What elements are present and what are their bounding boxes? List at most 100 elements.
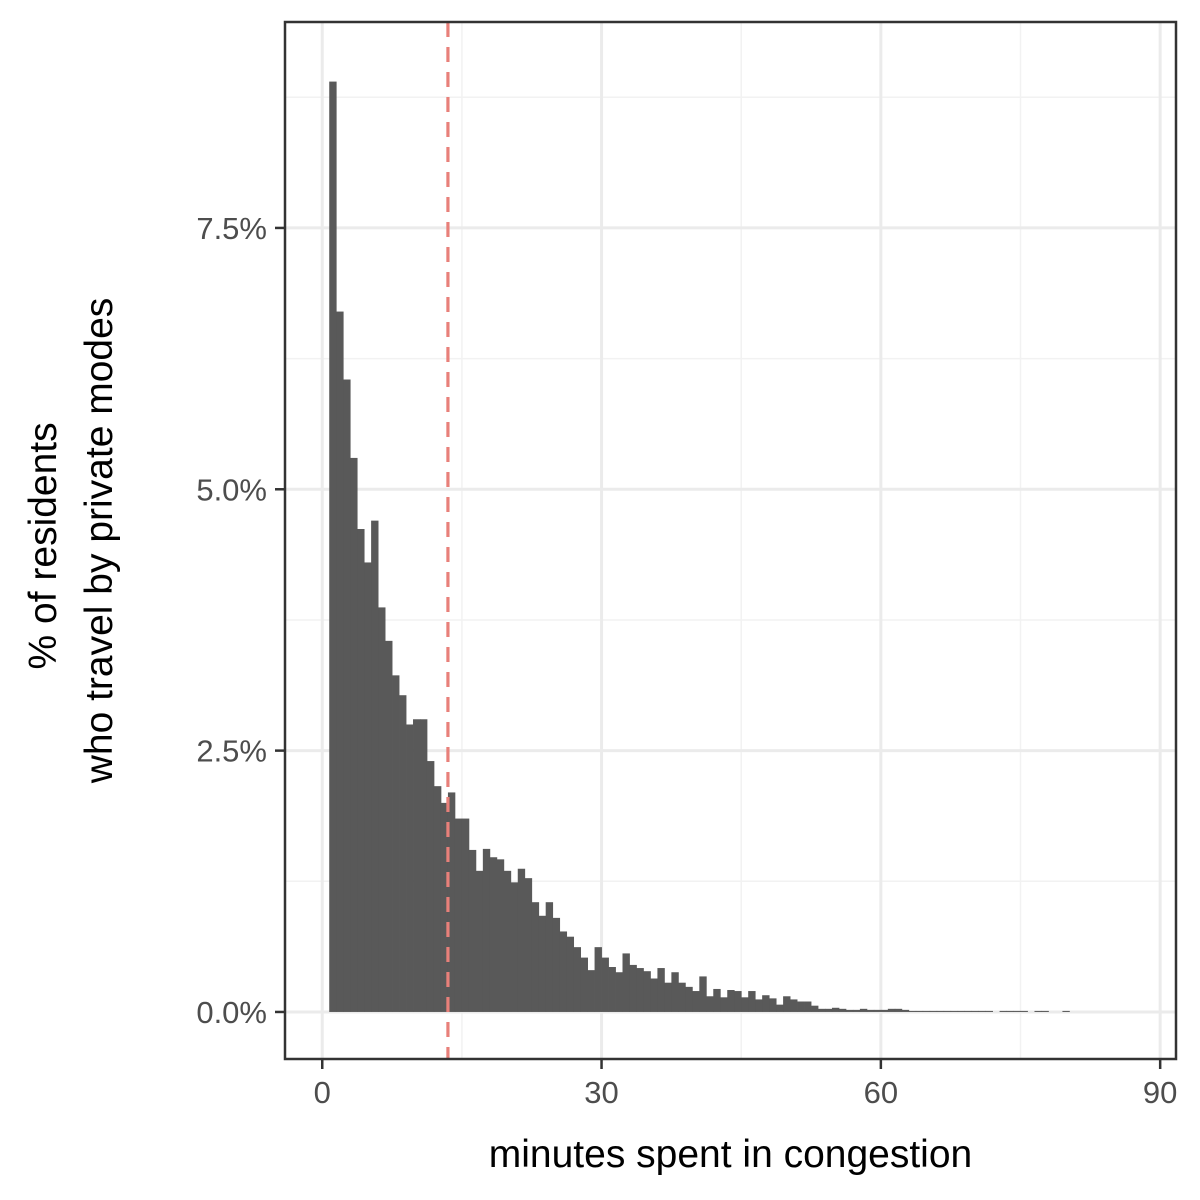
y-tick-label: 5.0% xyxy=(196,472,267,507)
histogram-bar xyxy=(622,953,630,1012)
histogram-bar xyxy=(831,1007,840,1012)
y-tick-label: 7.5% xyxy=(196,211,267,246)
histogram-bar xyxy=(734,991,742,1012)
histogram-bar xyxy=(678,982,686,1012)
histogram-bar xyxy=(510,882,519,1012)
histogram-bar xyxy=(664,982,672,1012)
histogram-bar xyxy=(936,1010,945,1012)
histogram-bar xyxy=(615,972,623,1012)
histogram-bar xyxy=(426,761,435,1012)
histogram-bar xyxy=(811,1005,819,1012)
histogram-bar xyxy=(790,999,798,1012)
grid-layer xyxy=(285,22,1176,1059)
histogram-bar xyxy=(950,1010,959,1012)
histogram-bar xyxy=(671,972,679,1012)
histogram-bar xyxy=(692,991,700,1012)
histogram-bar xyxy=(1041,1010,1049,1012)
histogram-bar xyxy=(866,1009,875,1012)
histogram-bar xyxy=(371,520,379,1012)
histogram-bar xyxy=(378,607,386,1012)
histogram-bar xyxy=(957,1010,966,1012)
histogram-bar xyxy=(804,1001,812,1012)
histogram-bar xyxy=(685,986,693,1012)
histogram-bar xyxy=(755,999,763,1012)
histogram-bar xyxy=(901,1009,910,1012)
histogram-bar xyxy=(601,957,609,1012)
histogram-bar xyxy=(545,902,554,1012)
histogram-bar xyxy=(552,917,561,1012)
histogram-bar xyxy=(727,990,735,1012)
histogram-bar xyxy=(357,529,365,1012)
histogram-bar xyxy=(433,786,442,1012)
histogram-bar xyxy=(336,311,344,1012)
histogram-bar xyxy=(461,818,470,1012)
histogram-bar xyxy=(580,957,588,1012)
histogram-bar xyxy=(482,848,491,1012)
histogram-bar xyxy=(1020,1010,1028,1012)
histogram-bar xyxy=(420,719,428,1012)
histogram-bar xyxy=(538,915,547,1012)
histogram-bar xyxy=(489,857,498,1012)
y-axis-title-line-2: who travel by private modes xyxy=(78,298,121,785)
histogram-bar xyxy=(629,964,637,1012)
histogram-bar xyxy=(503,870,512,1012)
histogram-bar xyxy=(413,719,421,1012)
histogram-bar xyxy=(887,1008,896,1012)
histogram-bar xyxy=(845,1009,854,1012)
histogram-bar xyxy=(440,802,449,1012)
histogram-bar xyxy=(706,996,714,1012)
x-tick-label: 0 xyxy=(314,1075,331,1110)
histogram-bar xyxy=(978,1010,987,1012)
histogram-bar xyxy=(776,1004,784,1012)
histogram-bar xyxy=(1062,1010,1070,1012)
y-tick-label: 0.0% xyxy=(196,995,267,1030)
histogram-bar xyxy=(825,1008,833,1012)
histogram-bar xyxy=(392,675,400,1012)
histogram-bar xyxy=(762,995,770,1012)
histogram-bar xyxy=(971,1010,980,1012)
histogram-bar xyxy=(852,1009,861,1012)
histogram-bar xyxy=(818,1008,826,1012)
x-axis-title: minutes spent in congestion xyxy=(489,1133,972,1176)
histogram-bar xyxy=(1013,1010,1021,1012)
histogram-bar xyxy=(650,978,658,1012)
histogram-bar xyxy=(447,792,456,1012)
histogram-bar xyxy=(406,724,414,1012)
histogram-bar xyxy=(454,818,463,1012)
bar-layer xyxy=(329,81,1070,1012)
histogram-bar xyxy=(894,1008,903,1012)
histogram-bar xyxy=(873,1009,882,1012)
histogram-bar xyxy=(985,1010,993,1012)
histogram-bar xyxy=(566,936,575,1012)
histogram-bar xyxy=(797,1001,805,1012)
histogram-bar xyxy=(964,1010,973,1012)
tick-layer: 0.0% 2.5% 5.0% 7.5% 0 30 60 90 xyxy=(196,211,1177,1110)
histogram-bar xyxy=(838,1008,847,1012)
histogram-bar xyxy=(573,947,582,1012)
histogram-bar xyxy=(713,988,721,1012)
histogram-bar xyxy=(468,849,477,1012)
histogram-bar xyxy=(943,1010,952,1012)
histogram-bar xyxy=(350,457,358,1012)
y-axis-title-line-1: % of residents xyxy=(22,422,65,669)
histogram-bar xyxy=(657,968,665,1012)
histogram-bar xyxy=(783,996,791,1012)
histogram-bar xyxy=(859,1008,868,1012)
histogram-bar xyxy=(496,859,505,1012)
histogram-bar xyxy=(908,1010,917,1012)
histogram-bar xyxy=(343,379,351,1012)
y-axis-title: % of residents who travel by private mod… xyxy=(22,298,121,785)
histogram-bar xyxy=(929,1010,938,1012)
x-tick-label: 30 xyxy=(584,1075,618,1110)
histogram-bar xyxy=(922,1010,931,1012)
panel-border xyxy=(283,20,1178,1061)
histogram-bar xyxy=(699,976,707,1012)
histogram-bar xyxy=(399,695,407,1012)
histogram-bar xyxy=(517,868,526,1012)
histogram-bar xyxy=(559,931,568,1012)
histogram-bar xyxy=(1034,1010,1042,1012)
histogram-bar xyxy=(608,967,616,1012)
histogram-bar xyxy=(385,640,393,1012)
y-tick-label: 2.5% xyxy=(196,734,267,769)
